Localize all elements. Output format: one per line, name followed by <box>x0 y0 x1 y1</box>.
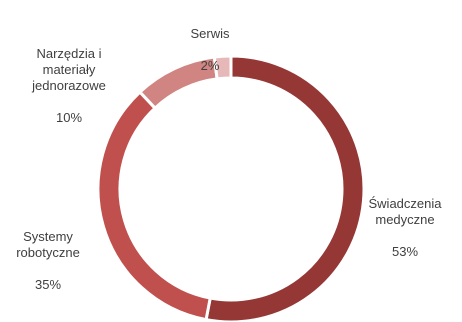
data-label-name: Systemy robotyczne <box>16 229 80 260</box>
data-label-name: Świadczenia medyczne <box>368 196 442 227</box>
data-label-swiadczenia-medyczne: Świadczenia medyczne 53% <box>350 180 460 276</box>
donut-slice-1 <box>204 54 366 322</box>
data-label-systemy-robotyczne: Systemy robotyczne 35% <box>0 213 96 309</box>
data-label-name: Narzędzia i materiały jednorazowe <box>32 46 106 93</box>
data-label-value: 10% <box>55 110 83 125</box>
data-label-value: 2% <box>200 58 220 73</box>
data-label-value: 35% <box>34 277 62 292</box>
data-label-serwis: Serwis 2% <box>165 10 255 90</box>
data-label-narzedzia: Narzędzia i materiały jednorazowe 10% <box>14 30 124 142</box>
data-label-value: 53% <box>391 244 419 259</box>
data-label-name: Serwis <box>190 26 230 41</box>
donut-slice-4 <box>212 54 233 81</box>
